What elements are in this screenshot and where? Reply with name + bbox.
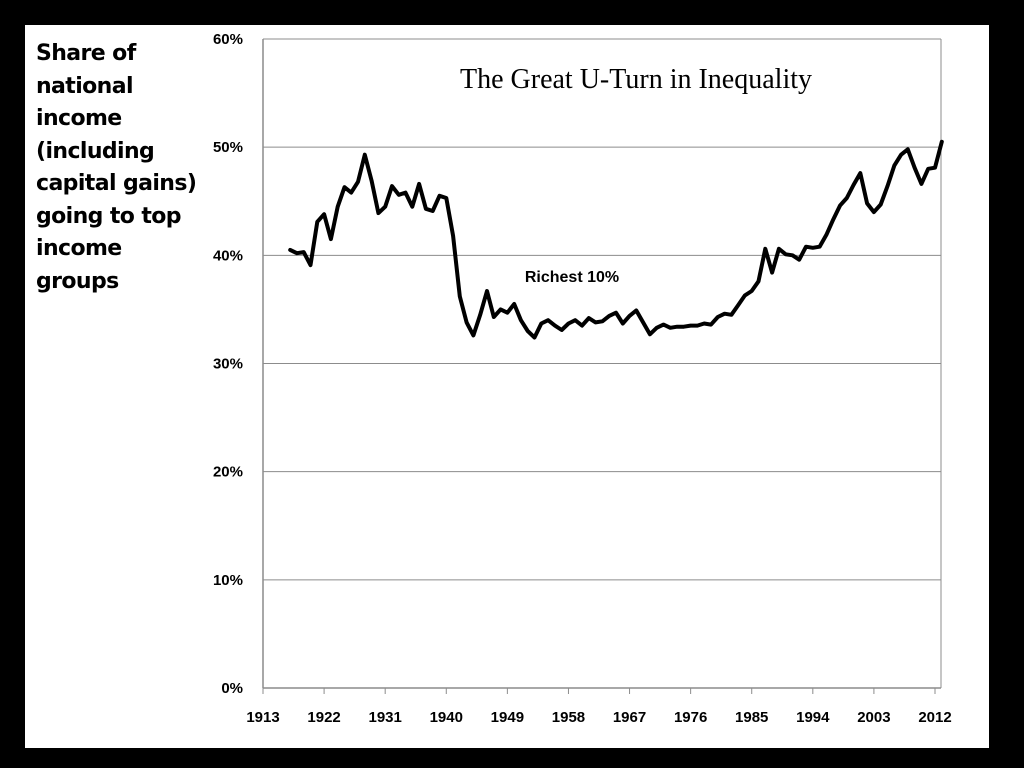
y-axis-ticks: 0% 10% 20% 30% 40% 50% 60% — [213, 31, 243, 697]
y-tick-label-10: 10% — [213, 572, 243, 589]
x-tick-label-1913: 1913 — [246, 709, 279, 726]
y-tick-label-20: 20% — [213, 464, 243, 481]
x-tick-label-1976: 1976 — [674, 709, 707, 726]
chart-title: The Great U-Turn in Inequality — [460, 64, 812, 95]
y-tick-label-60: 60% — [213, 31, 243, 48]
x-tick-label-1958: 1958 — [552, 709, 585, 726]
x-axis-ticks: 1913 1922 1931 1940 1949 1958 1967 1976 1985 1994… — [246, 688, 952, 726]
slide-background — [25, 25, 989, 748]
x-tick-label-1949: 1949 — [491, 709, 524, 726]
gridlines — [263, 38, 941, 581]
series-lines — [288, 139, 944, 340]
x-tick-label-2003: 2003 — [857, 709, 890, 726]
series-line-0 — [288, 139, 944, 340]
axes — [262, 38, 942, 689]
x-tick-label-1967: 1967 — [613, 709, 646, 726]
x-tick-label-1940: 1940 — [430, 709, 463, 726]
x-tick-label-1922: 1922 — [307, 709, 340, 726]
x-tick-label-1994: 1994 — [796, 709, 830, 726]
x-tick-label-2012: 2012 — [918, 709, 951, 726]
x-tick-label-1931: 1931 — [368, 709, 401, 726]
x-tick-label-1985: 1985 — [735, 709, 768, 726]
y-axis-title: Share of national income (including capi… — [36, 41, 197, 294]
y-tick-label-30: 30% — [213, 356, 243, 373]
series-label-richest-10: Richest 10% — [525, 269, 619, 286]
y-tick-label-0: 0% — [221, 680, 243, 697]
y-tick-label-40: 40% — [213, 247, 243, 264]
y-tick-label-50: 50% — [213, 139, 243, 156]
